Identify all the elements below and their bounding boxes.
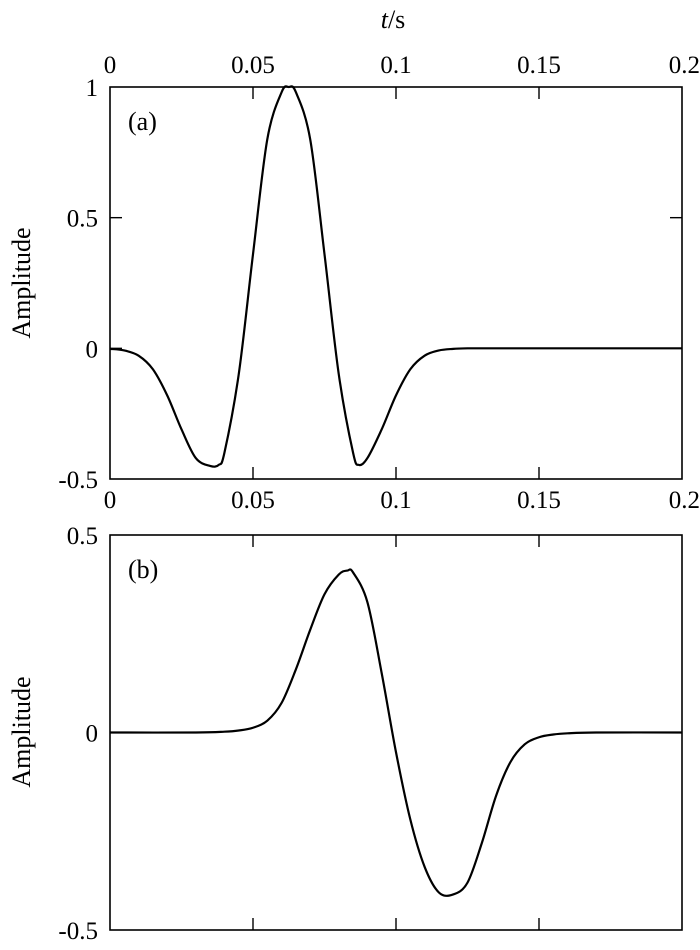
- panel-a-y-tick-label-1: 0: [86, 336, 99, 363]
- panel-b-y-tick-label-1: 0: [86, 721, 99, 748]
- panel-a-x-tick-label-bottom-4: 0.2: [669, 487, 700, 514]
- panel-a: 0 0.05 0.1 0.15 0.2 0 0.05 0.1 0.15 0.2 -0.500.5…: [7, 52, 700, 514]
- panel-a-x-tick-label-bottom-1: 0.05: [231, 487, 275, 514]
- panel-a-x-tick-label-top-1: 0.05: [231, 52, 275, 79]
- x-axis-title: t/s: [381, 5, 406, 34]
- panel-a-x-tick-label-bottom-3: 0.15: [517, 487, 561, 514]
- panel-a-x-tick-label-bottom-0: 0: [104, 487, 117, 514]
- x-axis-title-italic: t: [381, 5, 389, 34]
- panel-a-y-tick-label-3: 1: [86, 75, 99, 102]
- panel-a-x-tick-labels-top: 0 0.05 0.1 0.15 0.2: [104, 52, 700, 79]
- panel-b-label: (b): [128, 555, 158, 584]
- panel-a-x-tick-label-top-2: 0.1: [380, 52, 411, 79]
- panel-a-x-ticks: [252, 87, 540, 479]
- panel-b-x-ticks: [252, 535, 540, 930]
- panel-a-y-tick-label-0: -0.5: [58, 467, 98, 494]
- panel-a-y-tick-label-2: 0.5: [67, 206, 98, 233]
- panel-a-x-tick-labels-bottom: 0 0.05 0.1 0.15 0.2: [104, 487, 700, 514]
- panel-a-label: (a): [128, 107, 157, 136]
- panel-a-y-tick-labels: -0.5 0 0.5 1: [58, 75, 98, 494]
- x-axis-title-unit: /s: [388, 5, 405, 34]
- panel-b-y-axis-title: Amplitude: [7, 676, 36, 787]
- panel-b-y-tick-label-0: -0.5: [58, 918, 98, 945]
- panel-b-curve: [109, 568, 683, 897]
- panel-a-x-tick-label-bottom-2: 0.1: [380, 487, 411, 514]
- panel-a-curve: [109, 85, 682, 468]
- panel-a-frame: [109, 86, 683, 480]
- panel-b: -0.5 0 0.5 (b) Amplitude: [7, 523, 683, 945]
- panel-a-y-ticks: [110, 216, 682, 350]
- panel-a-y-axis-title: Amplitude: [7, 227, 36, 338]
- panel-a-x-tick-label-top-0: 0: [104, 52, 117, 79]
- panel-b-y-tick-labels: -0.5 0 0.5: [58, 523, 98, 945]
- panel-b-y-tick-label-2: 0.5: [67, 523, 98, 550]
- panel-a-x-tick-label-top-4: 0.2: [669, 52, 700, 79]
- panel-a-x-tick-label-top-3: 0.15: [517, 52, 561, 79]
